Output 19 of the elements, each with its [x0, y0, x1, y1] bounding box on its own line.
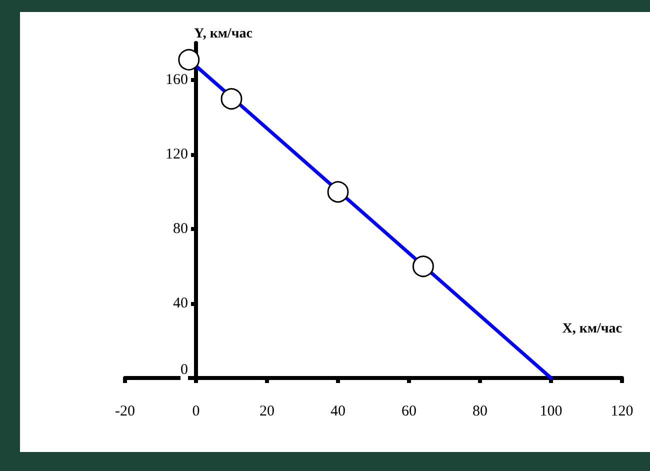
x-axis-title: X, км/час	[562, 322, 622, 336]
x-tick-label: 120	[610, 404, 634, 420]
y-tick-label: 40	[173, 296, 188, 312]
x-tick-label: 60	[402, 404, 416, 420]
point	[327, 181, 349, 203]
x-tick-label: 80	[472, 404, 488, 420]
point	[412, 256, 434, 278]
y-tick-label: 160	[166, 72, 188, 88]
x-tick-label: -20	[115, 404, 135, 420]
x-tick-label: 100	[540, 404, 562, 420]
x-tick-label: 20	[260, 404, 274, 420]
point	[220, 88, 242, 110]
y-tick-label: 80	[173, 221, 188, 238]
y-tick-label: 0	[180, 362, 188, 378]
x-tick-label: 40	[330, 404, 346, 420]
point	[178, 49, 200, 70]
x-tick-label: 0	[192, 404, 200, 420]
y-axis-title: Y, км/час	[194, 26, 252, 42]
y-tick-label: 120	[166, 146, 188, 163]
